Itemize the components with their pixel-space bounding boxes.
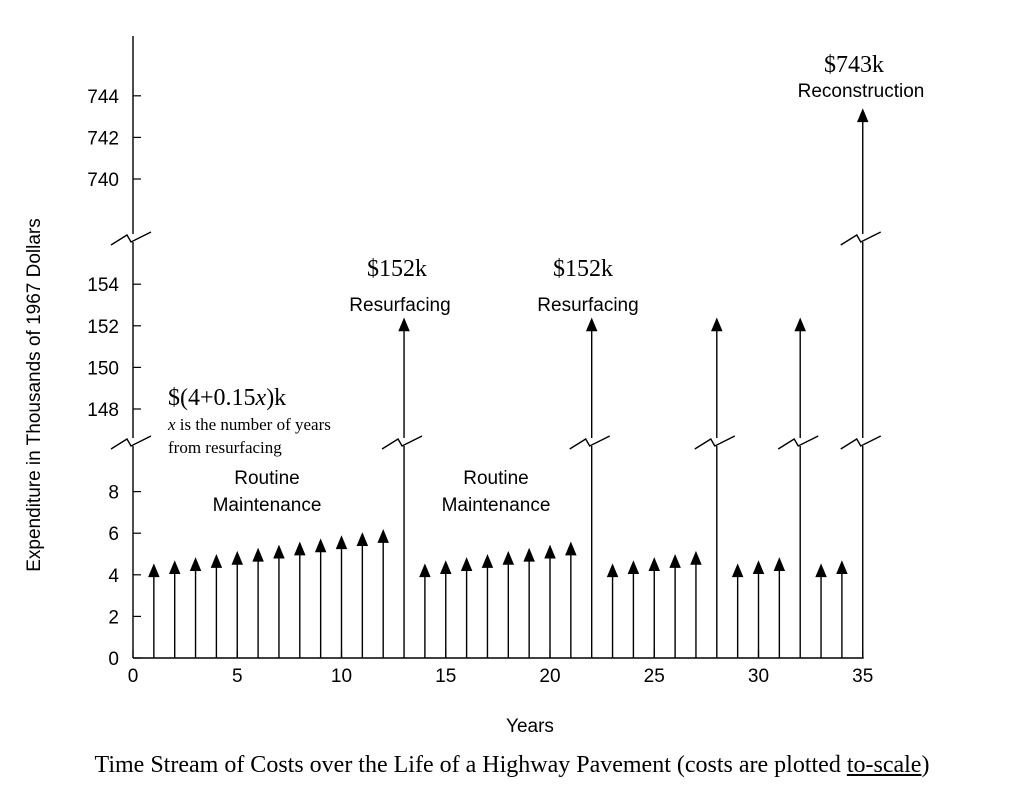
y-axis-break	[110, 231, 152, 246]
x-tick-label: 5	[232, 666, 243, 687]
x-tick-label: 10	[331, 666, 352, 687]
x-tick-label: 25	[644, 666, 665, 687]
x-tick-label: 30	[748, 666, 769, 687]
cost-arrow-head	[648, 557, 660, 571]
cost-arrow-head	[210, 554, 223, 568]
y-axis-break	[110, 435, 152, 450]
x-tick-label: 0	[128, 666, 139, 687]
y-tick-label: 4	[108, 566, 119, 587]
y-axis-title: Expenditure in Thousands of 1967 Dollars	[24, 218, 45, 572]
figure-caption: Time Stream of Costs over the Life of a …	[0, 752, 1024, 779]
cost-arrow-head	[314, 538, 327, 553]
caption-text-end: )	[921, 752, 930, 778]
bar-break	[840, 435, 882, 450]
routine-maintenance-label-1a: Routine	[234, 468, 300, 489]
bar-break	[694, 435, 736, 450]
cost-arrow-head	[711, 317, 723, 332]
cost-arrow-head	[460, 557, 473, 571]
cost-arrow-head	[606, 563, 619, 578]
y-tick-label: 150	[87, 358, 119, 379]
cost-arrow-head	[523, 547, 535, 562]
cost-arrow-head	[857, 108, 869, 123]
cost-arrow-head	[440, 560, 452, 575]
y-tick-label: 744	[87, 87, 119, 108]
cost-arrow-head	[836, 560, 848, 575]
x-tick-label: 35	[852, 666, 873, 687]
formula-note-1: x is the number of years	[167, 415, 331, 434]
resurfacing-1-cost: $152k	[367, 256, 427, 282]
cost-arrow-head	[189, 557, 202, 571]
cost-arrow-head	[815, 563, 827, 578]
caption-text: Time Stream of Costs over the Life of a …	[94, 752, 847, 778]
formula-note-2: from resurfacing	[168, 438, 282, 457]
caption-underlined-text: to-scale	[846, 752, 922, 778]
tick-labels: 0 2 4 6 8 148 150 152 154 740 742 744 0 5 10 15 20 25 30 35	[87, 87, 873, 687]
routine-maintenance-label-2a: Routine	[463, 468, 529, 489]
bar-break	[777, 435, 819, 450]
y-tick-label: 6	[108, 524, 119, 545]
cost-arrow-head	[231, 550, 243, 565]
cost-arrow-head	[481, 554, 494, 568]
resurfacing-2-cost: $152k	[553, 256, 613, 282]
y-tick-label: 2	[108, 607, 119, 628]
cost-arrow-head	[168, 560, 181, 575]
reconstruction-label: Reconstruction	[798, 81, 925, 102]
cost-arrow-head	[335, 535, 348, 550]
resurfacing-2-label: Resurfacing	[537, 295, 638, 316]
bar-break	[569, 435, 611, 450]
cost-arrow-head	[794, 317, 806, 332]
cost-arrows	[148, 108, 869, 658]
cost-arrow-head	[356, 532, 369, 546]
x-axis-title: Years	[506, 716, 554, 737]
y-tick-label: 8	[108, 483, 119, 504]
cost-arrow-head	[752, 560, 765, 575]
cost-arrow-head	[544, 544, 556, 559]
y-tick-label: 152	[87, 317, 119, 338]
cost-arrow-head	[565, 541, 577, 556]
cost-arrow-head	[273, 544, 285, 559]
bar-break	[381, 435, 423, 450]
bar-break	[840, 231, 882, 246]
axes	[110, 36, 882, 659]
cost-arrow-head	[585, 317, 598, 332]
cost-arrow-head	[627, 560, 640, 575]
formula-label: $(4+0.15x)k	[168, 385, 286, 411]
cost-time-stream-chart: 0 2 4 6 8 148 150 152 154 740 742 744 0 5 10 15 20 25 30 35…	[24, 36, 925, 737]
cost-arrow-head	[294, 541, 306, 556]
cost-arrow-head	[773, 557, 786, 571]
y-tick-label: 742	[87, 128, 119, 149]
x-tick-label: 20	[539, 666, 560, 687]
cost-arrow-head	[398, 317, 410, 332]
cost-arrow-head	[690, 550, 702, 565]
y-tick-label: 740	[87, 170, 119, 191]
y-tick-label: 0	[108, 649, 119, 670]
routine-maintenance-label-1b: Maintenance	[213, 495, 322, 516]
cost-arrow-head	[252, 547, 264, 562]
cost-arrow-head	[377, 529, 389, 543]
y-tick-label: 154	[87, 275, 119, 296]
reconstruction-cost: $743k	[824, 52, 884, 78]
y-tick-label: 148	[87, 400, 119, 421]
cost-arrow-head	[669, 554, 681, 568]
cost-arrow-head	[731, 563, 744, 578]
cost-arrow-head	[502, 550, 515, 565]
resurfacing-1-label: Resurfacing	[349, 295, 450, 316]
cost-arrow-head	[148, 563, 160, 578]
x-tick-label: 15	[435, 666, 456, 687]
routine-maintenance-label-2b: Maintenance	[442, 495, 551, 516]
cost-arrow-head	[419, 563, 431, 578]
